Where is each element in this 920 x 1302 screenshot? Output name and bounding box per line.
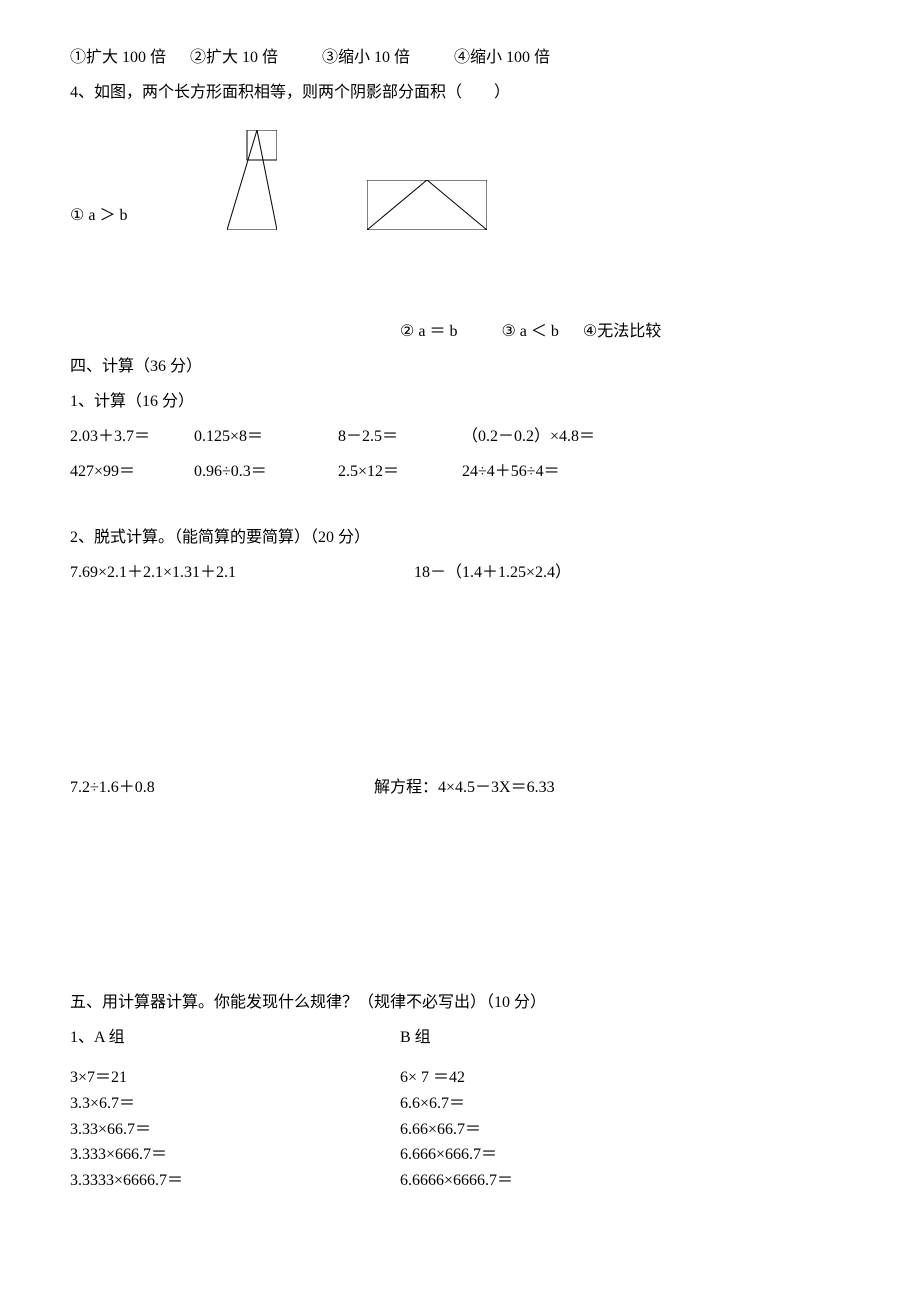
q4a-triangle bbox=[227, 130, 277, 230]
expr-1b: 18－（1.4＋1.25×2.4） bbox=[414, 555, 571, 590]
expr-2a: 7.2÷1.6＋0.8 bbox=[70, 770, 370, 805]
q4-opt4: ④无法比较 bbox=[583, 323, 661, 340]
q3-opt3: ③缩小 10 倍 bbox=[322, 49, 410, 66]
sec5-patterns: 3×7＝21 3.3×6.7＝ 3.33×66.7＝ 3.333×666.7＝ … bbox=[70, 1065, 850, 1193]
sec4-sub2-row1: 7.69×2.1＋2.1×1.31＋2.1 18－（1.4＋1.25×2.4） bbox=[70, 555, 850, 590]
sec5-groups: 1、A 组 B 组 bbox=[70, 1020, 850, 1055]
q4b-triangle bbox=[367, 180, 487, 230]
expr-1a: 7.69×2.1＋2.1×1.31＋2.1 bbox=[70, 555, 410, 590]
sec4-sub1-row2: 427×99＝ 0.96÷0.3＝ 2.5×12＝ 24÷4＋56÷4＝ bbox=[70, 454, 850, 489]
q3-options: ①扩大 100 倍 ②扩大 10 倍 ③缩小 10 倍 ④缩小 100 倍 bbox=[70, 40, 850, 75]
b-l4: 6.666×666.7＝ bbox=[400, 1142, 850, 1168]
calc-2b: 0.96÷0.3＝ bbox=[194, 454, 334, 489]
q3-opt1: ①扩大 100 倍 bbox=[70, 49, 166, 66]
calc-2c: 2.5×12＝ bbox=[338, 454, 458, 489]
group-a-title: 1、A 组 bbox=[70, 1020, 400, 1055]
q4-svg-b bbox=[367, 180, 487, 230]
sec4-sub1-row1: 2.03＋3.7＝ 0.125×8＝ 8－2.5＝ （0.2－0.2）×4.8＝ bbox=[70, 419, 850, 454]
sec4-sub1-title: 1、计算（16 分） bbox=[70, 384, 850, 419]
a-l3: 3.33×66.7＝ bbox=[70, 1117, 400, 1143]
a-l5: 3.3333×6666.7＝ bbox=[70, 1168, 400, 1194]
calc-1c: 8－2.5＝ bbox=[338, 419, 458, 454]
q4-figure-a bbox=[227, 130, 277, 243]
group-b-title: B 组 bbox=[400, 1020, 850, 1055]
q4-opt3: ③ a ＜ b bbox=[501, 323, 558, 340]
q4-stem: 4、如图，两个长方形面积相等，则两个阴影部分面积（ ） bbox=[70, 75, 850, 110]
b-l1: 6× 7 ＝42 bbox=[400, 1065, 850, 1091]
q4-opt1-label: ① a ＞ b bbox=[70, 198, 127, 243]
calc-2d: 24÷4＋56÷4＝ bbox=[462, 454, 560, 489]
b-l2: 6.6×6.7＝ bbox=[400, 1091, 850, 1117]
expr-2b: 解方程：4×4.5－3X＝6.33 bbox=[374, 770, 555, 805]
sec5-title: 五、用计算器计算。你能发现什么规律？（规律不必写出）（10 分） bbox=[70, 985, 850, 1020]
sec4-title: 四、计算（36 分） bbox=[70, 349, 850, 384]
b-l5: 6.6666×6666.7＝ bbox=[400, 1168, 850, 1194]
q4-svg-a bbox=[227, 130, 277, 230]
q4b-rect bbox=[367, 180, 487, 230]
q4-figures: ① a ＞ b bbox=[70, 130, 850, 243]
b-l3: 6.66×66.7＝ bbox=[400, 1117, 850, 1143]
a-l4: 3.333×666.7＝ bbox=[70, 1142, 400, 1168]
q3-opt4: ④缩小 100 倍 bbox=[454, 49, 550, 66]
q4-figure-b bbox=[367, 180, 487, 243]
q4-options-rest: ② a ＝ b ③ a ＜ b ④无法比较 bbox=[70, 314, 850, 349]
q4-opt2: ② a ＝ b bbox=[400, 323, 457, 340]
calc-1d: （0.2－0.2）×4.8＝ bbox=[462, 419, 595, 454]
a-l1: 3×7＝21 bbox=[70, 1065, 400, 1091]
calc-1a: 2.03＋3.7＝ bbox=[70, 419, 190, 454]
calc-1b: 0.125×8＝ bbox=[194, 419, 334, 454]
q3-opt2: ②扩大 10 倍 bbox=[190, 49, 278, 66]
sec4-sub2-title: 2、脱式计算。（能简算的要简算）（20 分） bbox=[70, 520, 850, 555]
sec4-sub2-row2: 7.2÷1.6＋0.8 解方程：4×4.5－3X＝6.33 bbox=[70, 770, 850, 805]
a-l2: 3.3×6.7＝ bbox=[70, 1091, 400, 1117]
calc-2a: 427×99＝ bbox=[70, 454, 190, 489]
